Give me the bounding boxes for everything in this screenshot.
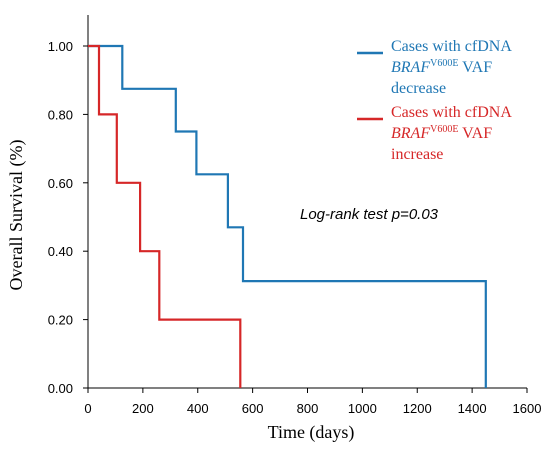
x-tick-label: 400	[187, 401, 209, 416]
series-line-1	[88, 44, 487, 388]
y-axis-title: Overall Survival (%)	[6, 140, 27, 291]
y-tick-label: 1.00	[48, 39, 73, 54]
y-tick-label: 0.40	[48, 244, 73, 259]
series-lines	[88, 44, 487, 388]
legend-vaf-1: VAF	[458, 59, 492, 76]
x-tick-label: 1400	[458, 401, 487, 416]
legend-gene-2: BRAF	[391, 125, 430, 142]
series-line-2	[88, 44, 242, 388]
legend-variant-2: V600E	[430, 124, 458, 135]
legend-line3-2: increase	[391, 146, 443, 163]
y-tick-label: 0.20	[48, 313, 73, 328]
x-tick-label: 600	[242, 401, 264, 416]
x-tick-label: 200	[132, 401, 154, 416]
legend-vaf-2: VAF	[458, 125, 492, 142]
legend-line3-1: decrease	[391, 80, 446, 97]
legend-line2-1: BRAFV600E VAF	[391, 58, 492, 76]
legend-line1-1: Cases with cfDNA	[391, 38, 512, 55]
x-tick-label: 0	[84, 401, 91, 416]
legend-line1-2: Cases with cfDNA	[391, 104, 512, 121]
y-tick-label: 0.80	[48, 107, 73, 122]
y-tick-label: 0.60	[48, 176, 73, 191]
x-tick-label: 1200	[403, 401, 432, 416]
y-tick-label: 0.00	[48, 381, 73, 396]
legend-gene-1: BRAF	[391, 59, 430, 76]
x-axis-title: Time (days)	[268, 422, 355, 443]
logrank-annotation: Log-rank test p=0.03	[300, 206, 439, 223]
legend-line2-2: BRAFV600E VAF	[391, 124, 492, 142]
x-tick-label: 1000	[348, 401, 377, 416]
x-tick-label: 800	[297, 401, 319, 416]
legend-variant-1: V600E	[430, 58, 458, 69]
ticks: 0 200 400 600 800 1000 1200 1400 1600 0.00 0.20 0.4…	[48, 39, 542, 416]
x-tick-label: 1600	[513, 401, 542, 416]
